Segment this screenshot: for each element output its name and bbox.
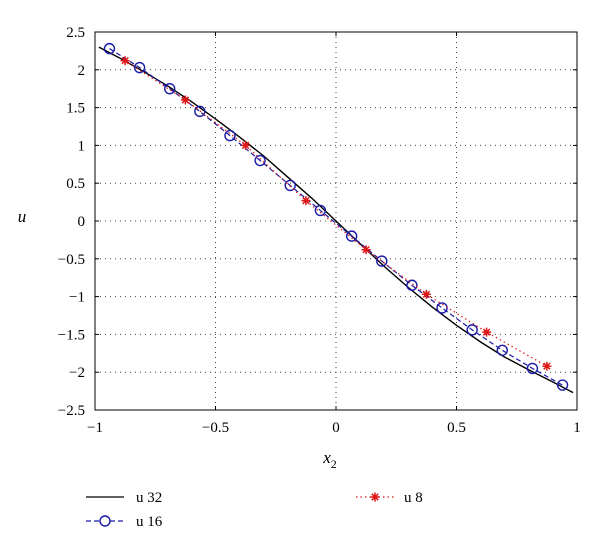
y-tick-label: 0 [78, 214, 86, 230]
data-point [421, 289, 431, 299]
data-point [466, 324, 478, 336]
data-point [120, 56, 130, 66]
data-point [180, 95, 190, 105]
data-point [103, 42, 116, 55]
x-tick-label: 0 [332, 420, 340, 436]
legend-label-u16: u 16 [136, 514, 163, 530]
plot-frame [94, 31, 578, 411]
data-point [224, 129, 236, 142]
x-axis-label-subscript: 2 [331, 457, 337, 471]
data-point [194, 105, 206, 118]
data-point [556, 379, 569, 391]
y-axis-label: u [18, 207, 27, 226]
data-point [436, 302, 448, 314]
x-axis-ticks: −1 −0.5 0 0.5 1 [87, 32, 581, 436]
data-point [133, 61, 146, 74]
series-u32 [98, 46, 574, 394]
data-point [164, 82, 176, 95]
data-point [526, 362, 539, 375]
legend: u 32 u 16 u 8 [86, 490, 423, 530]
y-tick-label: −2 [69, 365, 85, 381]
x-axis-label: x2 [322, 448, 337, 471]
legend-label-u8: u 8 [404, 490, 423, 506]
data-point [314, 204, 327, 217]
data-point [361, 245, 371, 255]
data-point [542, 361, 552, 371]
legend-marker-u8 [370, 492, 380, 502]
y-tick-label: 2.5 [66, 25, 85, 41]
legend-entry-u8: u 8 [356, 490, 423, 506]
y-axis-ticks: 2.5 2 1.5 1 0.5 0 −0.5 −1 −1.5 −2 −2.5 [58, 25, 577, 419]
series-line [124, 60, 548, 367]
legend-star-shape [370, 492, 380, 502]
legend-label-u32: u 32 [136, 490, 162, 506]
data-point [376, 255, 388, 267]
y-tick-label: 2 [78, 63, 86, 79]
series-u8 [120, 56, 552, 371]
y-tick-label: −0.5 [58, 252, 85, 268]
data-point [345, 230, 358, 242]
y-tick-label: −1 [69, 290, 85, 306]
series-u16 [103, 42, 569, 391]
legend-entry-u32: u 32 [86, 490, 162, 506]
x-tick-label: −0.5 [202, 420, 229, 436]
x-tick-label: 1 [573, 420, 581, 436]
data-point [254, 154, 266, 167]
data-point [496, 344, 508, 356]
y-tick-label: 1.5 [66, 101, 85, 117]
data-point [301, 196, 311, 206]
y-tick-label: 1 [78, 138, 86, 154]
data-point [284, 179, 296, 192]
legend-entry-u16: u 16 [86, 514, 163, 530]
data-point [241, 140, 251, 150]
y-tick-label: −1.5 [58, 327, 85, 343]
x-axis-label-main: x [322, 448, 331, 467]
x-tick-label: 0.5 [447, 420, 466, 436]
series-line [98, 46, 574, 394]
x-tick-label: −1 [87, 420, 103, 436]
y-tick-label: 0.5 [66, 176, 85, 192]
plot-series [98, 42, 574, 394]
data-point [482, 327, 492, 337]
legend-marker-u16 [99, 515, 111, 527]
y-tick-label: −2.5 [58, 403, 85, 419]
data-point [406, 279, 418, 291]
